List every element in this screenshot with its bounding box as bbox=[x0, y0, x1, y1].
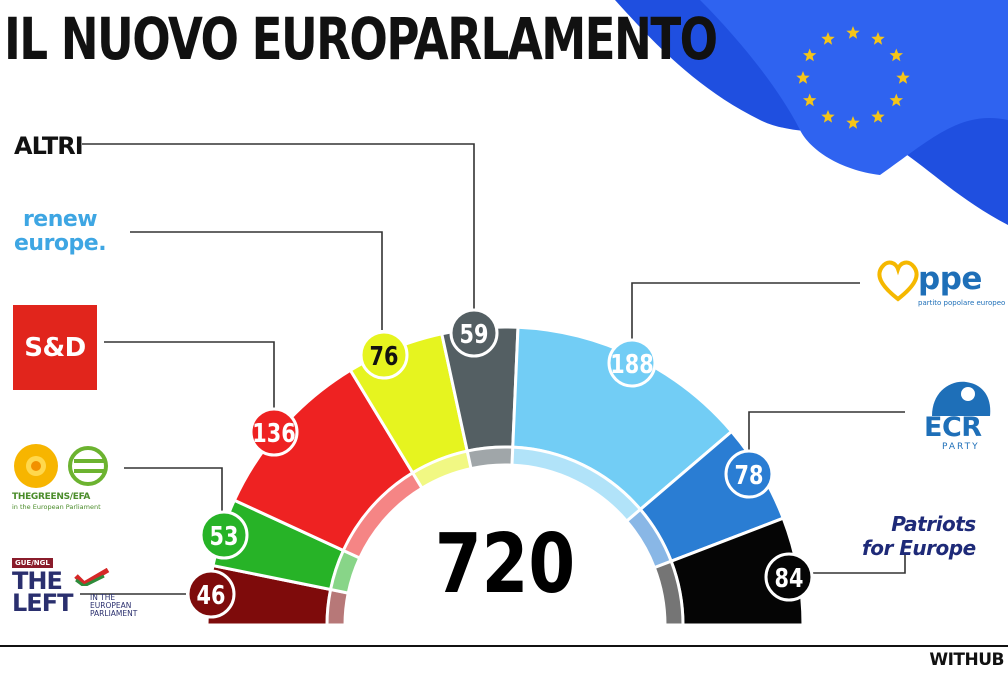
renew-europe-logo: renew europe. bbox=[14, 207, 107, 256]
flag-star bbox=[803, 48, 817, 62]
renew-logo-line2: europe. bbox=[14, 231, 107, 256]
badge-2 bbox=[249, 407, 299, 457]
ppe-logo: ppe partito popolare europeo bbox=[874, 255, 1005, 310]
flag-star bbox=[846, 26, 860, 39]
badge-value-0: 46 bbox=[197, 580, 226, 611]
ecr-logo: ECR PARTY bbox=[920, 378, 1000, 458]
watermark: WITHUB bbox=[929, 650, 1004, 670]
page-title: IL NUOVO EUROPARLAMENTO bbox=[4, 5, 718, 73]
renew-logo-line1: renew bbox=[22, 207, 98, 232]
flag-star bbox=[796, 71, 810, 84]
sd-logo: S&D bbox=[13, 305, 97, 390]
flag-star bbox=[803, 93, 817, 107]
the-left-logo: GUE/NGL THE LEFT IN THE EUROPEAN PARLIAM… bbox=[12, 558, 152, 618]
flag-star bbox=[889, 93, 903, 107]
flag-star bbox=[846, 116, 860, 129]
badge-value-2: 136 bbox=[252, 418, 295, 449]
badge-4 bbox=[449, 308, 499, 358]
gue-ngl-tag: GUE/NGL bbox=[12, 558, 53, 568]
ecr-name: ECR bbox=[924, 412, 982, 443]
badge-0 bbox=[186, 569, 236, 619]
greens-name: THEGREENS/EFA bbox=[12, 492, 91, 502]
flag-star bbox=[889, 48, 903, 62]
slice-rim-7 bbox=[652, 559, 685, 627]
leader-line-6 bbox=[748, 411, 905, 450]
leader-line-3 bbox=[130, 231, 383, 330]
flag-star bbox=[896, 71, 910, 84]
left-word-the: THE bbox=[12, 567, 63, 595]
ppe-name: ppe bbox=[918, 261, 982, 297]
bottom-rule bbox=[0, 645, 1008, 647]
leader-line-1 bbox=[124, 467, 223, 512]
left-sub-line1: IN THE bbox=[90, 593, 116, 602]
left-sub-line3: PARLIAMENT bbox=[90, 609, 138, 618]
badge-6 bbox=[724, 449, 774, 499]
badge-value-6: 78 bbox=[735, 460, 764, 491]
badge-value-3: 76 bbox=[370, 341, 399, 372]
flag-highlight bbox=[700, 0, 1008, 175]
leader-line-7 bbox=[813, 555, 906, 574]
left-sub-line2: EUROPEAN bbox=[90, 601, 132, 610]
seat-badges: 46 53 136 76 59 188 78 84 bbox=[186, 308, 814, 619]
badge-7 bbox=[764, 552, 814, 602]
greens-efa-logo: THEGREENS/EFA in the European Parliament bbox=[12, 440, 117, 511]
slice-rim-4 bbox=[465, 445, 515, 471]
seat-slices bbox=[205, 325, 805, 627]
badge-1 bbox=[199, 510, 249, 560]
lion-icon bbox=[932, 381, 991, 416]
flag-star bbox=[871, 32, 885, 45]
slice-rim-0 bbox=[325, 587, 350, 627]
greens-subtitle: in the European Parliament bbox=[12, 503, 101, 511]
ppe-subtitle: partito popolare europeo bbox=[918, 299, 1006, 307]
flag-star bbox=[871, 110, 885, 123]
badge-value-5: 188 bbox=[610, 349, 653, 380]
leader-lines bbox=[80, 143, 906, 595]
badge-5 bbox=[607, 338, 657, 388]
eu-flag bbox=[615, 0, 1008, 225]
badge-value-7: 84 bbox=[775, 563, 804, 594]
badge-value-4: 59 bbox=[460, 319, 489, 350]
ecr-subtitle: PARTY bbox=[942, 442, 980, 452]
heart-icon bbox=[877, 260, 919, 302]
left-word-left: LEFT bbox=[12, 589, 73, 617]
badge-value-1: 53 bbox=[210, 521, 239, 552]
altri-label: ALTRI bbox=[14, 132, 84, 160]
flag-star bbox=[821, 32, 835, 45]
checkmark-icon bbox=[74, 568, 110, 586]
leader-line-5 bbox=[631, 282, 860, 339]
patriots-line2: for Europe bbox=[862, 536, 976, 560]
leader-line-4 bbox=[82, 143, 475, 309]
sunflower-icon bbox=[14, 444, 108, 488]
flag-star bbox=[821, 110, 835, 123]
patriots-line1: Patriots bbox=[891, 512, 976, 536]
patriots-logo: Patriots for Europe bbox=[862, 512, 976, 560]
badge-3 bbox=[359, 330, 409, 380]
total-seats: 720 bbox=[435, 515, 575, 611]
leader-line-2 bbox=[104, 341, 275, 408]
